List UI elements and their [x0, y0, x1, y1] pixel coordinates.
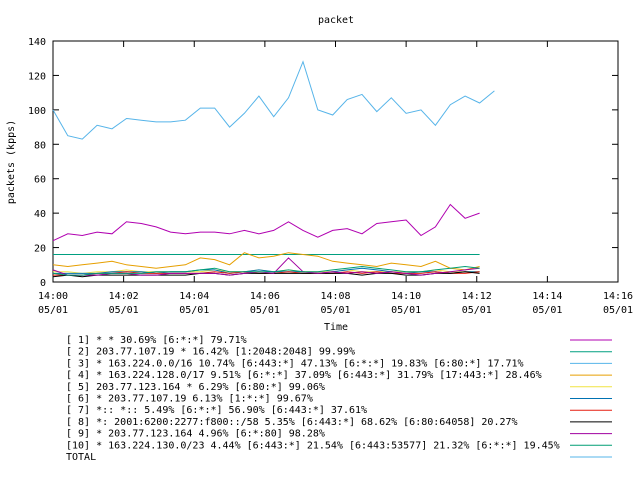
x-tick-label-date: 05/01: [250, 305, 280, 316]
legend-entry-10: [10] * 163.224.130.0/23 4.44% [6:443:*] …: [66, 440, 560, 451]
series-line-10: [52, 265, 480, 276]
x-tick-label-time: 14:00: [38, 291, 68, 302]
legend-entry-6: [ 6] * 203.77.107.19 6.13% [1:*:*] 99.67…: [66, 394, 313, 405]
x-tick-label-date: 05/01: [179, 305, 209, 316]
x-tick-label-time: 14:04: [179, 291, 209, 302]
x-tick-label-time: 14:10: [391, 291, 421, 302]
series-line-8: [52, 271, 480, 278]
plot-frame: [52, 40, 619, 283]
series-line-4: [52, 252, 480, 271]
y-tick-label: 140: [28, 37, 46, 48]
x-tick-label-time: 14:02: [109, 291, 139, 302]
y-tick-label: 100: [28, 106, 46, 117]
x-tick-label-time: 14:14: [532, 291, 562, 302]
y-tick-label: 80: [34, 140, 46, 151]
legend-entry-3: [ 3] * 163.224.0.0/16 10.74% [6:443:*] 4…: [66, 358, 524, 369]
legend-entry-2: [ 2] 203.77.107.19 * 16.42% [1:2048:2048…: [66, 347, 355, 358]
legend-entry-11: TOTAL: [66, 452, 96, 463]
chart-title: packet: [318, 15, 354, 26]
series-line-1: [52, 203, 480, 242]
legend-entry-7: [ 7] *:: *:: 5.49% [6:*:*] 56.90% [6:443…: [66, 405, 367, 416]
legend-entry-1: [ 1] * * 30.69% [6:*:*] 79.71%: [66, 335, 247, 346]
y-tick-label: 60: [34, 175, 46, 186]
x-axis-label: Time: [324, 322, 348, 333]
legend-entry-4: [ 4] * 163.224.128.0/17 9.51% [6:*:*] 37…: [66, 370, 542, 381]
x-tick-label-date: 05/01: [603, 305, 633, 316]
y-tick-label: 20: [34, 244, 46, 255]
legend-entry-9: [ 9] * 203.77.123.164 4.96% [6:*:80] 98.…: [66, 429, 325, 440]
x-tick-label-time: 14:12: [462, 291, 492, 302]
y-tick-label: 120: [28, 71, 46, 82]
x-tick-label-date: 05/01: [320, 305, 350, 316]
x-tick-label-date: 05/01: [391, 305, 421, 316]
y-tick-label: 40: [34, 209, 46, 220]
x-tick-label-date: 05/01: [109, 305, 139, 316]
y-tick-label: 0: [40, 278, 46, 289]
x-tick-label-date: 05/01: [462, 305, 492, 316]
x-tick-label-time: 14:16: [603, 291, 633, 302]
series-line-3: [52, 60, 495, 140]
x-tick-label-date: 05/01: [532, 305, 562, 316]
x-tick-label-date: 05/01: [38, 305, 68, 316]
legend-entry-5: [ 5] 203.77.123.164 * 6.29% [6:80:*] 99.…: [66, 382, 325, 393]
x-tick-label-time: 14:08: [320, 291, 350, 302]
x-tick-label-time: 14:06: [250, 291, 280, 302]
legend-entry-8: [ 8] *: 2001:6200:2277:f800::/58 5.35% […: [66, 417, 518, 428]
y-axis-label: packets (kpps): [6, 120, 17, 204]
